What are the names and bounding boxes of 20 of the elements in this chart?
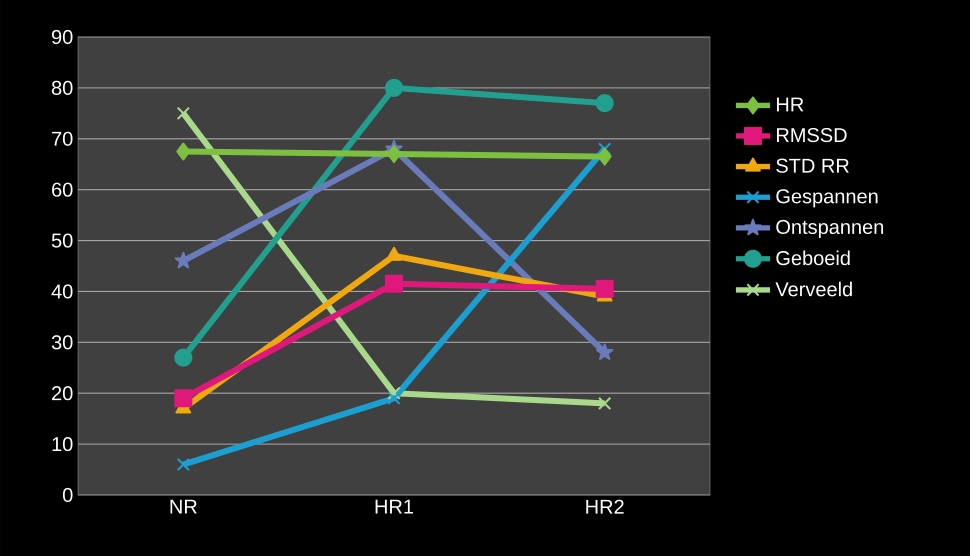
y-tick-label: 0 bbox=[62, 488, 73, 502]
legend-label: Geboeid bbox=[776, 250, 850, 266]
legend-label: Verveeld bbox=[775, 282, 852, 296]
y-tick-label: 70 bbox=[52, 132, 73, 146]
legend-label: Ontspannen bbox=[776, 220, 884, 238]
y-tick-label: 90 bbox=[52, 30, 73, 44]
y-tick-label: 60 bbox=[52, 182, 73, 197]
y-tick-label: 40 bbox=[52, 284, 73, 299]
y-tick-label: 80 bbox=[52, 80, 73, 95]
x-tick-label: NR bbox=[170, 500, 197, 514]
legend-label: Gespannen bbox=[776, 189, 878, 208]
legend-label: STD RR bbox=[776, 158, 849, 173]
y-tick-label: 50 bbox=[52, 233, 73, 248]
legend-label: RMSSD bbox=[777, 128, 847, 142]
legend-label: HR bbox=[777, 98, 804, 112]
x-tick-label: HR2 bbox=[586, 500, 624, 514]
y-tick-label: 10 bbox=[52, 437, 73, 452]
y-tick-label: 30 bbox=[52, 335, 73, 350]
x-tick-label: HR1 bbox=[376, 500, 414, 514]
y-tick-label: 20 bbox=[52, 386, 73, 400]
